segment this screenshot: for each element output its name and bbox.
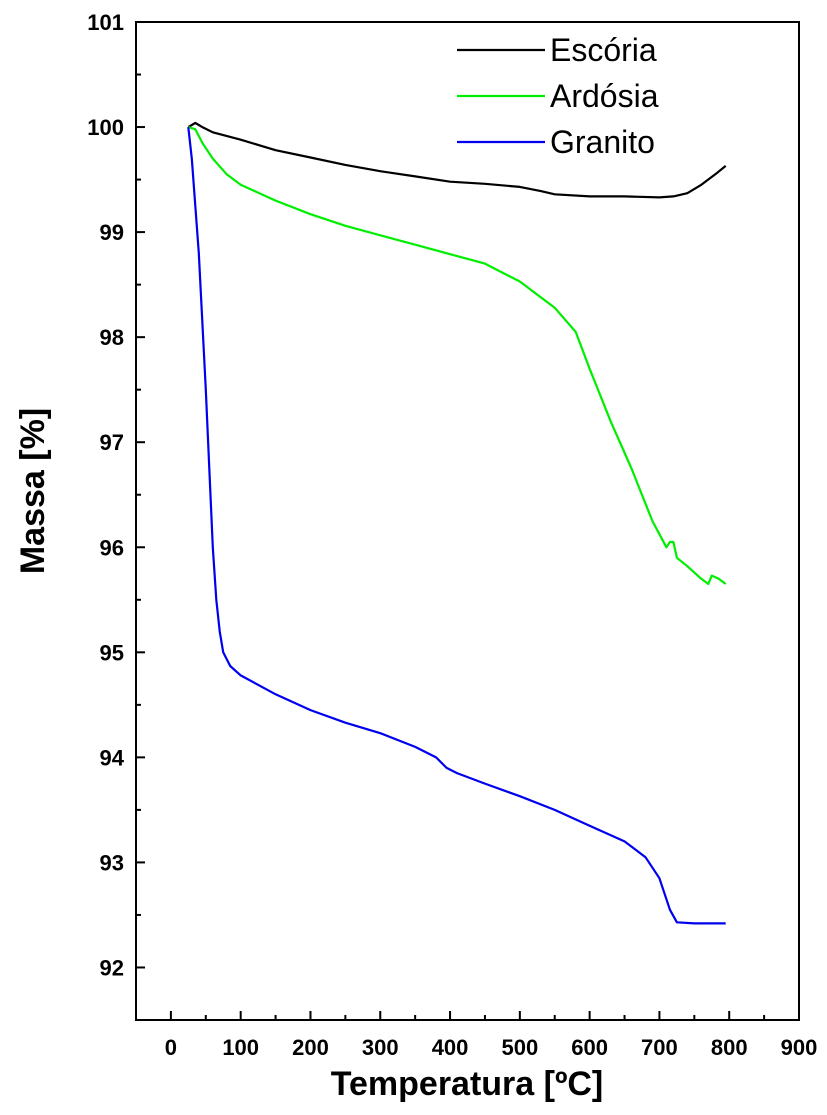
x-axis-ticks: 0 100 200 300 400 500 600 700 800 900 xyxy=(135,1011,818,1060)
y-tick-label: 99 xyxy=(100,220,124,245)
x-tick-label: 700 xyxy=(641,1035,678,1060)
legend-label: Escória xyxy=(550,32,657,68)
y-tick-label: 95 xyxy=(100,640,124,665)
plot-frame xyxy=(135,21,800,1021)
series-line-ardosia xyxy=(187,126,727,586)
y-tick-label: 92 xyxy=(100,955,124,980)
x-tick-label: 100 xyxy=(222,1035,259,1060)
y-axis-ticks: 92 93 94 95 96 97 98 99 100 101 xyxy=(87,10,145,1021)
x-tick-label: 400 xyxy=(432,1035,469,1060)
y-tick-label: 93 xyxy=(100,850,124,875)
legend-label: Granito xyxy=(550,124,655,160)
x-tick-label: 300 xyxy=(362,1035,399,1060)
series-line-escoria xyxy=(187,121,727,199)
y-tick-label: 101 xyxy=(87,10,124,35)
x-axis-title: Temperatura [ºC] xyxy=(331,1065,604,1103)
x-tick-label: 0 xyxy=(165,1035,177,1060)
y-tick-label: 100 xyxy=(87,115,124,140)
series-lines xyxy=(187,121,727,925)
y-tick-label: 97 xyxy=(100,430,124,455)
legend: Escória Ardósia Granito xyxy=(457,32,659,160)
y-axis-title: Massa [%] xyxy=(14,408,52,574)
x-tick-label: 900 xyxy=(781,1035,818,1060)
y-tick-label: 98 xyxy=(100,325,124,350)
series-line-granito xyxy=(187,126,726,925)
y-tick-label: 96 xyxy=(100,535,124,560)
x-tick-label: 800 xyxy=(711,1035,748,1060)
y-tick-label: 94 xyxy=(100,745,125,770)
legend-label: Ardósia xyxy=(550,78,659,114)
x-tick-label: 600 xyxy=(571,1035,608,1060)
x-tick-label: 200 xyxy=(292,1035,329,1060)
x-tick-label: 500 xyxy=(501,1035,538,1060)
